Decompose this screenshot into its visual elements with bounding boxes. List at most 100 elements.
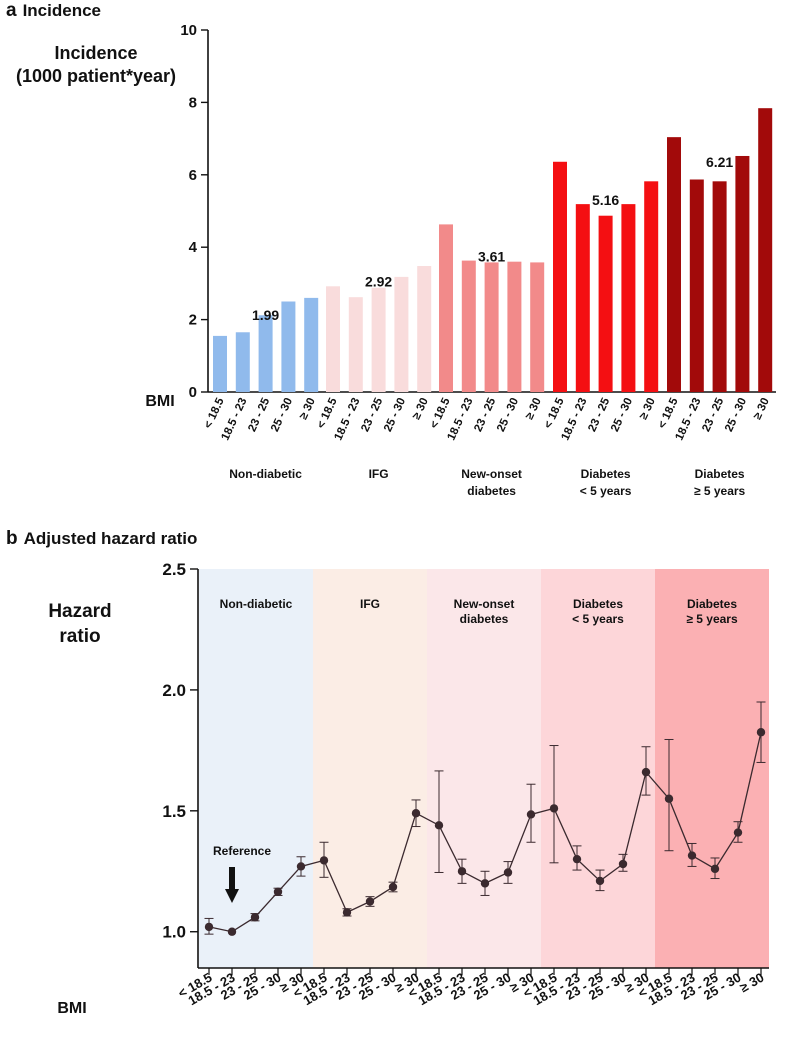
panel-a-title-text: Incidence [22,1,101,20]
incidence-bar-diabetes_lt5 [598,215,613,392]
hazard-point-diabetes_lt5 [572,854,582,864]
incidence-x-axis-label: BMI [145,393,174,410]
incidence-group-label-diabetes_ge5: Diabetes [695,467,745,481]
incidence-overall-label-new_onset: 3.61 [478,248,505,264]
incidence-overall-label-diabetes_lt5: 5.16 [592,192,619,208]
incidence-overall-label-diabetes_ge5: 6.21 [706,154,733,170]
incidence-bar-diabetes_lt5 [621,204,636,392]
hazard-band-label-line2-new_onset: diabetes [460,612,509,626]
hazard-point-diabetes_ge5 [710,864,720,874]
hazard-point-ifg [365,897,375,906]
hazard-point-non_diabetic [204,922,214,932]
incidence-y-tick-label: 6 [189,167,197,184]
panel-b-title: b Adjusted hazard ratio [6,528,197,550]
incidence-bar-new_onset [507,261,522,392]
hazard-band-diabetes_lt5 [541,569,655,968]
hazard-point-ifg [319,856,329,865]
incidence-bar-new_onset [530,262,545,392]
incidence-bar-diabetes_ge5 [712,181,727,392]
reference-arrow-shaft [229,867,235,891]
incidence-y-tick-label: 4 [189,239,198,256]
incidence-bar-non_diabetic [235,332,250,392]
hazard-point-new_onset [434,821,444,830]
incidence-bar-ifg [417,266,432,392]
hazard-point-non_diabetic [273,887,283,897]
panel-b-title-text: Adjusted hazard ratio [23,529,198,548]
hazard-point-non_diabetic [296,862,306,871]
incidence-bar-non_diabetic [304,297,319,392]
incidence-overall-label-non_diabetic: 1.99 [252,307,279,323]
hazard-band-diabetes_ge5 [655,569,769,968]
incidence-y-axis-label: Incidence (1000 patient*year) [6,42,186,88]
incidence-bar-new_onset [484,262,499,392]
hazard-point-ifg [342,908,352,917]
incidence-y-label-line1: Incidence [54,43,138,63]
hazard-point-diabetes_ge5 [687,851,697,860]
hazard-point-ifg [411,809,421,818]
hazard-band-label-diabetes_lt5: Diabetes [573,597,623,611]
reference-label: Reference [213,844,271,858]
hazard-y-tick-label: 2.0 [162,681,186,700]
hazard-bmi-tick-label: ≥ 30 [737,970,766,996]
hazard-point-non_diabetic [227,927,237,936]
incidence-overall-label-ifg: 2.92 [365,273,392,289]
incidence-bar-diabetes_lt5 [553,161,567,392]
incidence-bar-diabetes_lt5 [575,204,590,392]
hazard-point-non_diabetic [250,913,260,922]
incidence-bar-new_onset [439,224,453,392]
incidence-bar-non_diabetic [258,315,273,392]
incidence-bar-ifg [348,297,363,392]
incidence-y-tick-label: 0 [189,384,197,401]
hazard-y-tick-label: 2.5 [162,560,186,579]
incidence-bar-non_diabetic [213,335,227,392]
hazard-y-label-line1: Hazard [48,601,112,622]
hazard-band-label-ifg: IFG [360,597,380,611]
incidence-bar-diabetes_ge5 [758,108,773,392]
hazard-point-new_onset [526,810,536,819]
incidence-group-label-line2-diabetes_lt5: < 5 years [580,484,632,498]
incidence-bar-ifg [394,276,409,392]
hazard-band-label-diabetes_ge5: Diabetes [687,597,737,611]
hazard-band-label-new_onset: New-onset [454,597,515,611]
hazard-band-label-line2-diabetes_lt5: < 5 years [572,612,624,626]
hazard-y-label-line2: ratio [59,626,101,647]
reference-arrow-icon [225,889,239,903]
incidence-y-label-line2: (1000 patient*year) [15,66,177,86]
incidence-bar-diabetes_ge5 [667,137,681,392]
hazard-y-tick-label: 1.0 [162,923,186,942]
hazard-band-label-non_diabetic: Non-diabetic [220,597,293,611]
incidence-group-label-non_diabetic: Non-diabetic [229,467,302,481]
incidence-group-label-line2-diabetes_ge5: ≥ 5 years [694,484,746,498]
incidence-group-label-line2-new_onset: diabetes [467,484,516,498]
incidence-y-tick-label: 8 [189,94,197,111]
hazard-point-ifg [388,882,398,892]
hazard-point-diabetes_ge5 [664,794,674,803]
panel-a-letter: a [6,0,17,21]
hazard-band-non_diabetic [199,569,313,968]
panel-a-title: a Incidence [6,0,101,22]
hazard-y-axis-label: Hazard ratio [40,599,120,649]
hazard-point-diabetes_ge5 [733,828,743,837]
hazard-point-new_onset [457,867,467,876]
incidence-bar-non_diabetic [281,301,296,392]
incidence-y-tick-label: 2 [189,312,197,329]
incidence-bar-diabetes_lt5 [644,181,659,392]
incidence-bar-diabetes_ge5 [689,179,704,392]
incidence-bar-diabetes_ge5 [735,155,750,392]
incidence-group-label-ifg: IFG [369,467,389,481]
hazard-point-new_onset [503,868,513,877]
panel-b-letter: b [6,528,18,549]
hazard-point-diabetes_lt5 [549,804,559,813]
hazard-band-ifg [313,569,427,968]
incidence-group-label-diabetes_lt5: Diabetes [581,467,631,481]
hazard-point-diabetes_lt5 [618,859,628,869]
incidence-bar-ifg [326,286,340,392]
hazard-band-label-line2-diabetes_ge5: ≥ 5 years [686,612,738,626]
hazard-point-diabetes_ge5 [756,728,766,737]
hazard-point-diabetes_lt5 [595,876,605,886]
incidence-y-tick-label: 10 [180,22,197,39]
hazard-point-new_onset [480,879,490,888]
incidence-group-label-new_onset: New-onset [461,467,522,481]
